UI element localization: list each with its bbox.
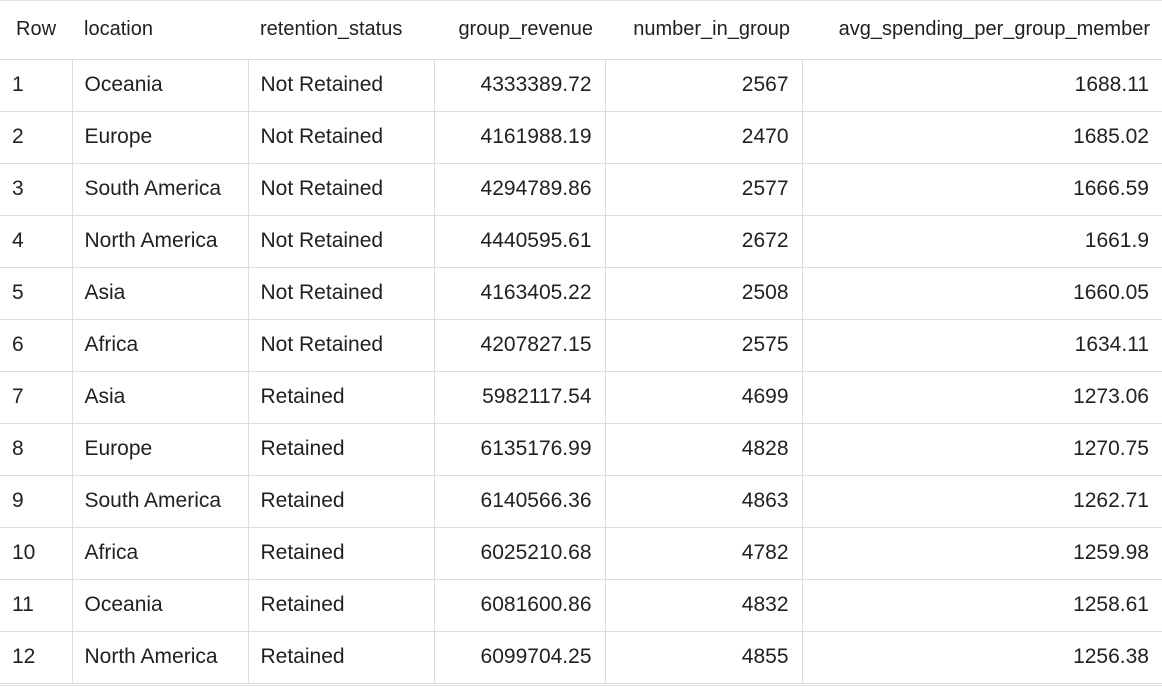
column-header-avg-spending[interactable]: avg_spending_per_group_member — [802, 1, 1162, 60]
column-header-number-in-group[interactable]: number_in_group — [605, 1, 802, 60]
avg-spending-cell: 1262.71 — [801, 475, 1162, 528]
row-number-cell: 11 — [0, 579, 72, 632]
group-revenue-cell: 4163405.22 — [433, 267, 605, 320]
avg-spending-cell: 1661.9 — [801, 215, 1162, 268]
column-header-row: Row — [0, 1, 72, 60]
location-cell: North America — [71, 215, 248, 268]
results-table-body: 1 Oceania Not Retained 4333389.72 2567 1688.1… — [0, 59, 1162, 684]
table-row[interactable]: 1 Oceania Not Retained 4333389.72 2567 1688.1… — [0, 59, 1162, 112]
avg-spending-cell: 1660.05 — [801, 267, 1162, 320]
number-in-group-cell: 4855 — [604, 631, 802, 684]
table-row[interactable]: 8 Europe Retained 6135176.99 4828 1270.75 — [0, 423, 1162, 476]
column-header-group-revenue[interactable]: group_revenue — [434, 1, 605, 60]
retention-status-cell: Not Retained — [247, 163, 434, 216]
location-cell: Africa — [71, 319, 248, 372]
location-cell: South America — [71, 475, 248, 528]
group-revenue-cell: 6099704.25 — [433, 631, 605, 684]
avg-spending-cell: 1259.98 — [801, 527, 1162, 580]
avg-spending-cell: 1273.06 — [801, 371, 1162, 424]
retention-status-cell: Not Retained — [247, 319, 434, 372]
group-revenue-cell: 4207827.15 — [433, 319, 605, 372]
retention-status-cell: Not Retained — [247, 215, 434, 268]
number-in-group-cell: 2508 — [604, 267, 802, 320]
location-cell: Asia — [71, 371, 248, 424]
table-row[interactable]: 10 Africa Retained 6025210.68 4782 1259.98 — [0, 527, 1162, 580]
row-number-cell: 6 — [0, 319, 72, 372]
location-cell: Africa — [71, 527, 248, 580]
table-row[interactable]: 12 North America Retained 6099704.25 4855 125… — [0, 631, 1162, 684]
table-row[interactable]: 9 South America Retained 6140566.36 4863 1262… — [0, 475, 1162, 528]
avg-spending-cell: 1666.59 — [801, 163, 1162, 216]
group-revenue-cell: 6081600.86 — [433, 579, 605, 632]
retention-status-cell: Not Retained — [247, 59, 434, 112]
avg-spending-cell: 1634.11 — [801, 319, 1162, 372]
results-table-header: Row location retention_status group_reve… — [0, 1, 1162, 60]
retention-status-cell: Not Retained — [247, 111, 434, 164]
location-cell: Oceania — [71, 579, 248, 632]
group-revenue-cell: 5982117.54 — [433, 371, 605, 424]
retention-status-cell: Retained — [247, 475, 434, 528]
group-revenue-cell: 4161988.19 — [433, 111, 605, 164]
retention-status-cell: Not Retained — [247, 267, 434, 320]
location-cell: North America — [71, 631, 248, 684]
location-cell: Europe — [71, 111, 248, 164]
group-revenue-cell: 4440595.61 — [433, 215, 605, 268]
avg-spending-cell: 1685.02 — [801, 111, 1162, 164]
group-revenue-cell: 6135176.99 — [433, 423, 605, 476]
avg-spending-cell: 1256.38 — [801, 631, 1162, 684]
table-row[interactable]: 3 South America Not Retained 4294789.86 2577… — [0, 163, 1162, 216]
group-revenue-cell: 6140566.36 — [433, 475, 605, 528]
table-row[interactable]: 4 North America Not Retained 4440595.61 2672… — [0, 215, 1162, 268]
number-in-group-cell: 4782 — [604, 527, 802, 580]
number-in-group-cell: 2567 — [604, 59, 802, 112]
table-row[interactable]: 5 Asia Not Retained 4163405.22 2508 1660.05 — [0, 267, 1162, 320]
number-in-group-cell: 2575 — [604, 319, 802, 372]
location-cell: South America — [71, 163, 248, 216]
row-number-cell: 4 — [0, 215, 72, 268]
row-number-cell: 3 — [0, 163, 72, 216]
column-header-retention-status[interactable]: retention_status — [248, 1, 434, 60]
location-cell: Asia — [71, 267, 248, 320]
number-in-group-cell: 4863 — [604, 475, 802, 528]
avg-spending-cell: 1258.61 — [801, 579, 1162, 632]
group-revenue-cell: 4333389.72 — [433, 59, 605, 112]
retention-status-cell: Retained — [247, 423, 434, 476]
retention-status-cell: Retained — [247, 371, 434, 424]
table-row[interactable]: 11 Oceania Retained 6081600.86 4832 1258.61 — [0, 579, 1162, 632]
row-number-cell: 5 — [0, 267, 72, 320]
row-number-cell: 7 — [0, 371, 72, 424]
row-number-cell: 2 — [0, 111, 72, 164]
table-row[interactable]: 7 Asia Retained 5982117.54 4699 1273.06 — [0, 371, 1162, 424]
number-in-group-cell: 4828 — [604, 423, 802, 476]
row-number-cell: 12 — [0, 631, 72, 684]
table-row[interactable]: 2 Europe Not Retained 4161988.19 2470 1685.02 — [0, 111, 1162, 164]
location-cell: Europe — [71, 423, 248, 476]
avg-spending-cell: 1688.11 — [801, 59, 1162, 112]
column-header-location[interactable]: location — [72, 1, 248, 60]
number-in-group-cell: 2470 — [604, 111, 802, 164]
row-number-cell: 1 — [0, 59, 72, 112]
location-cell: Oceania — [71, 59, 248, 112]
group-revenue-cell: 4294789.86 — [433, 163, 605, 216]
avg-spending-cell: 1270.75 — [801, 423, 1162, 476]
number-in-group-cell: 4699 — [604, 371, 802, 424]
retention-status-cell: Retained — [247, 527, 434, 580]
number-in-group-cell: 2672 — [604, 215, 802, 268]
number-in-group-cell: 2577 — [604, 163, 802, 216]
retention-status-cell: Retained — [247, 579, 434, 632]
row-number-cell: 10 — [0, 527, 72, 580]
table-row[interactable]: 6 Africa Not Retained 4207827.15 2575 1634.11 — [0, 319, 1162, 372]
group-revenue-cell: 6025210.68 — [433, 527, 605, 580]
retention-status-cell: Retained — [247, 631, 434, 684]
row-number-cell: 8 — [0, 423, 72, 476]
number-in-group-cell: 4832 — [604, 579, 802, 632]
header-row: Row location retention_status group_reve… — [0, 1, 1162, 60]
row-number-cell: 9 — [0, 475, 72, 528]
